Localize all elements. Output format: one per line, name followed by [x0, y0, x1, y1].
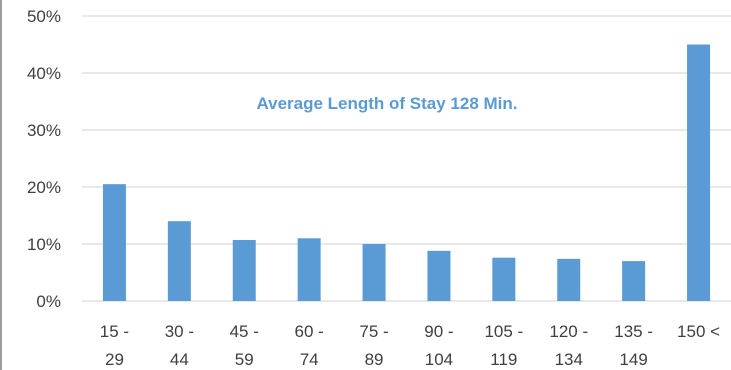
bar [492, 257, 516, 301]
x-tick-label: 149 [619, 350, 647, 369]
x-tick-label: 75 - [359, 322, 388, 341]
x-tick-label: 89 [365, 350, 384, 369]
x-axis-category-labels: 15 - 29 30 - 44 45 - 59 60 - 74 75 - 89 90 - 104 105… [100, 322, 720, 369]
x-tick-label: 60 - [295, 322, 324, 341]
x-tick-label: 74 [300, 350, 319, 369]
x-tick-label: 104 [425, 350, 453, 369]
bar [622, 261, 646, 301]
x-tick-label: 150 < [677, 322, 720, 341]
x-tick-label: 45 - [230, 322, 259, 341]
bar [427, 250, 451, 301]
y-tick-label: 30% [27, 121, 61, 140]
bars [102, 44, 711, 301]
bar [232, 240, 256, 301]
x-tick-label: 30 - [165, 322, 194, 341]
y-tick-label: 10% [27, 235, 61, 254]
x-tick-label: 134 [555, 350, 583, 369]
bar [167, 221, 191, 301]
bar [297, 238, 321, 301]
chart-annotation: Average Length of Stay 128 Min. [256, 94, 517, 113]
x-tick-label: 29 [105, 350, 124, 369]
bar [557, 258, 581, 301]
y-tick-label: 40% [27, 64, 61, 83]
x-tick-label: 44 [170, 350, 189, 369]
x-tick-label: 90 - [424, 322, 453, 341]
y-tick-label: 0% [36, 292, 61, 311]
x-tick-label: 59 [235, 350, 254, 369]
y-tick-label: 20% [27, 178, 61, 197]
bar [362, 244, 386, 301]
y-axis-tick-labels: 0% 10% 20% 30% 40% 50% [27, 7, 61, 311]
x-tick-label: 15 - [100, 322, 129, 341]
x-tick-label: 105 - [484, 322, 523, 341]
x-tick-label: 120 - [549, 322, 588, 341]
x-tick-label: 135 - [614, 322, 653, 341]
bar [102, 184, 126, 301]
bar [687, 44, 711, 301]
y-tick-label: 50% [27, 7, 61, 26]
x-tick-label: 119 [490, 350, 517, 369]
